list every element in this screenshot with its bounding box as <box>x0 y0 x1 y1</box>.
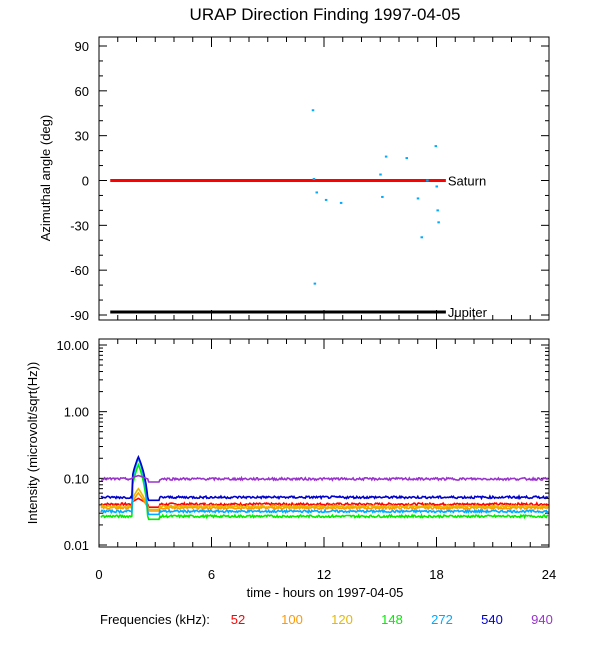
intensity-y-label: Intensity (microvolt/sqrt(Hz)) <box>25 362 40 525</box>
reference-label-saturn: Saturn <box>448 174 486 189</box>
direction-point <box>315 191 318 194</box>
direction-point <box>381 195 384 198</box>
intensity-y-tick-label: 1.00 <box>64 405 89 420</box>
legend-entry-100: 100 <box>281 612 303 627</box>
x-tick-label: 6 <box>208 567 215 582</box>
x-tick-label: 24 <box>542 567 556 582</box>
series-540-khz <box>100 454 549 502</box>
series-52-khz <box>100 497 549 508</box>
intensity-y-ticks: 0.01 0.10 1.00 10.00 <box>56 338 549 553</box>
direction-point <box>437 221 440 224</box>
direction-point <box>435 185 438 188</box>
intensity-y-tick-label: 0.01 <box>64 538 89 553</box>
reference-lines: Saturn Jupiter <box>110 174 488 320</box>
legend-entry-272: 272 <box>431 612 453 627</box>
legend-entry-120: 120 <box>331 612 353 627</box>
azimuth-y-tick-label: -90 <box>70 308 89 323</box>
azimuth-y-tick-label: 90 <box>75 39 89 54</box>
direction-point <box>405 157 408 160</box>
intensity-x-ticks: 0 6 12 18 24 <box>95 339 556 582</box>
frequency-legend: Frequencies (kHz): 52 100 120 148 272 540 940 <box>100 612 553 627</box>
azimuth-y-tick-label: -30 <box>70 218 89 233</box>
legend-entry-940: 940 <box>531 612 553 627</box>
direction-point <box>312 178 316 181</box>
direction-point <box>434 145 438 148</box>
direction-point <box>324 198 328 201</box>
azimuth-y-tick-label: 0 <box>82 174 89 189</box>
direction-point <box>379 173 382 176</box>
direction-point <box>311 109 315 112</box>
intensity-panel: 0.01 0.10 1.00 10.00 0 6 12 18 24 Intensity (mi… <box>25 338 556 600</box>
series-272-khz <box>100 456 549 516</box>
direction-point <box>313 282 317 285</box>
legend-title: Frequencies (kHz): <box>100 612 210 627</box>
direction-point <box>339 201 343 204</box>
direction-point <box>420 236 423 239</box>
series-148-khz <box>100 462 549 521</box>
intensity-series <box>100 454 549 521</box>
x-axis-label: time - hours on 1997-04-05 <box>247 585 404 600</box>
legend-entry-540: 540 <box>481 612 503 627</box>
azimuth-y-label: Azimuthal angle (deg) <box>38 115 53 241</box>
legend-entry-148: 148 <box>381 612 403 627</box>
x-tick-label: 18 <box>429 567 443 582</box>
series-120-khz <box>100 487 549 511</box>
azimuth-y-tick-label: -60 <box>70 263 89 278</box>
azimuth-y-tick-label: 30 <box>75 129 89 144</box>
x-tick-label: 12 <box>317 567 331 582</box>
reference-label-jupiter: Jupiter <box>448 305 488 320</box>
legend-entry-52: 52 <box>231 612 245 627</box>
direction-point <box>426 179 429 182</box>
direction-point <box>416 197 420 200</box>
intensity-y-tick-label: 10.00 <box>56 338 89 353</box>
intensity-y-tick-label: 0.10 <box>64 471 89 486</box>
direction-point <box>384 155 388 158</box>
series-940-khz <box>100 474 549 483</box>
direction-point <box>436 209 439 212</box>
chart-title: URAP Direction Finding 1997-04-05 <box>190 5 461 24</box>
azimuth-y-tick-label: 60 <box>75 84 89 99</box>
azimuth-y-ticks: -90 -60 -30 0 30 60 90 <box>70 39 549 323</box>
azimuth-panel: -90 -60 -30 0 30 60 90 Saturn Jupiter Azimuthal… <box>38 36 550 323</box>
x-tick-label: 0 <box>95 567 102 582</box>
direction-points <box>311 109 440 285</box>
